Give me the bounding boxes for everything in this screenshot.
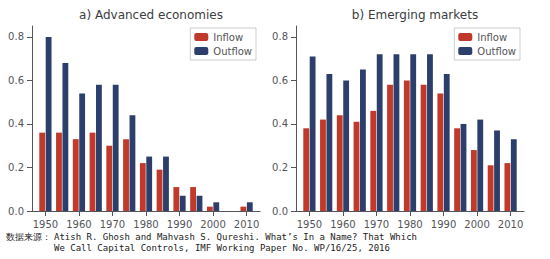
svg-text:0.6: 0.6 (8, 75, 24, 86)
svg-text:Inflow: Inflow (477, 32, 507, 43)
svg-text:Inflow: Inflow (213, 32, 243, 43)
svg-text:Outflow: Outflow (477, 46, 516, 57)
svg-text:Outflow: Outflow (213, 46, 252, 57)
svg-text:1970: 1970 (364, 219, 389, 230)
svg-text:1960: 1960 (330, 219, 355, 230)
svg-text:0.8: 0.8 (8, 31, 24, 42)
svg-text:a) Advanced economies: a) Advanced economies (79, 8, 223, 22)
svg-text:1990: 1990 (167, 219, 192, 230)
svg-text:b) Emerging markets: b) Emerging markets (352, 8, 478, 22)
svg-text:Atish R. Ghosh and Mahvash S.: Atish R. Ghosh and Mahvash S. Qureshi. W… (54, 232, 417, 242)
svg-text:2010: 2010 (234, 219, 259, 230)
svg-text:We Call Capital Controls, IMF: We Call Capital Controls, IMF Working Pa… (54, 243, 390, 253)
svg-text:2000: 2000 (464, 219, 489, 230)
svg-text:数据来源：: 数据来源： (6, 232, 51, 242)
svg-text:1950: 1950 (297, 219, 322, 230)
svg-text:0.0: 0.0 (272, 206, 288, 217)
svg-text:1970: 1970 (100, 219, 125, 230)
svg-text:2010: 2010 (498, 219, 523, 230)
svg-text:0.6: 0.6 (272, 75, 288, 86)
svg-text:1980: 1980 (397, 219, 422, 230)
svg-text:0.2: 0.2 (8, 162, 24, 173)
svg-text:0.8: 0.8 (272, 31, 288, 42)
svg-text:0.0: 0.0 (8, 206, 24, 217)
svg-text:1960: 1960 (66, 219, 91, 230)
svg-text:0.4: 0.4 (8, 118, 24, 129)
svg-text:2000: 2000 (200, 219, 225, 230)
svg-text:1980: 1980 (133, 219, 158, 230)
svg-text:1990: 1990 (431, 219, 456, 230)
svg-text:0.4: 0.4 (272, 118, 288, 129)
svg-text:0.2: 0.2 (272, 162, 288, 173)
svg-text:1950: 1950 (33, 219, 58, 230)
